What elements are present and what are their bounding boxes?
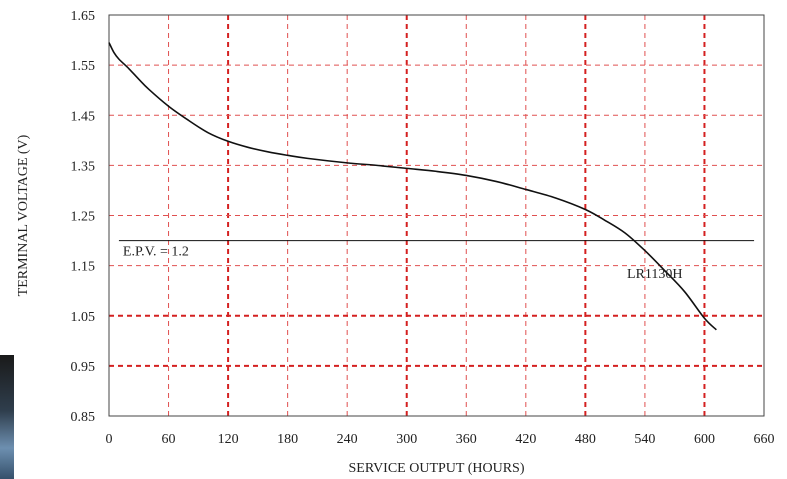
plot-frame [108,14,765,417]
y-tick-label: 1.45 [71,109,96,124]
y-tick-label: 0.85 [71,410,96,425]
series-label: LR1130H [627,267,682,282]
epv-label: E.P.V. = 1.2 [123,245,189,260]
x-tick-label: 420 [515,432,536,447]
y-tick-label: 1.25 [71,210,96,225]
y-tick-label: 1.65 [71,9,96,24]
y-tick-label: 1.15 [71,260,96,275]
x-tick-label: 0 [106,432,113,447]
grid-layer [109,14,764,416]
y-tick-labels: 0.85 0.95 1.05 1.15 1.25 1.35 1.45 1.55 1.65 [71,9,96,425]
x-tick-label: 300 [396,432,417,447]
x-tick-label: 360 [456,432,477,447]
series-layer [108,42,717,331]
x-tick-label: 480 [575,432,596,447]
left-edge-strip [0,355,14,479]
x-tick-label: 240 [337,432,358,447]
annotation-layer: E.P.V. = 1.2 LR1130H [123,245,683,283]
y-tick-label: 1.55 [71,59,96,74]
x-tick-label: 660 [754,432,775,447]
x-tick-label: 120 [218,432,239,447]
y-tick-label: 1.05 [71,310,96,325]
y-axis-title: TERMINAL VOLTAGE (V) [16,134,31,296]
x-tick-label: 540 [634,432,655,447]
y-tick-label: 0.95 [71,360,96,375]
x-tick-labels: 0 60 120 180 240 300 360 420 480 540 600 660 [106,432,775,447]
y-tick-label: 1.35 [71,159,96,174]
x-tick-label: 180 [277,432,298,447]
x-tick-label: 60 [162,432,176,447]
x-tick-label: 600 [694,432,715,447]
series-line-0 [108,42,717,331]
x-axis-title: SERVICE OUTPUT (HOURS) [349,461,525,476]
